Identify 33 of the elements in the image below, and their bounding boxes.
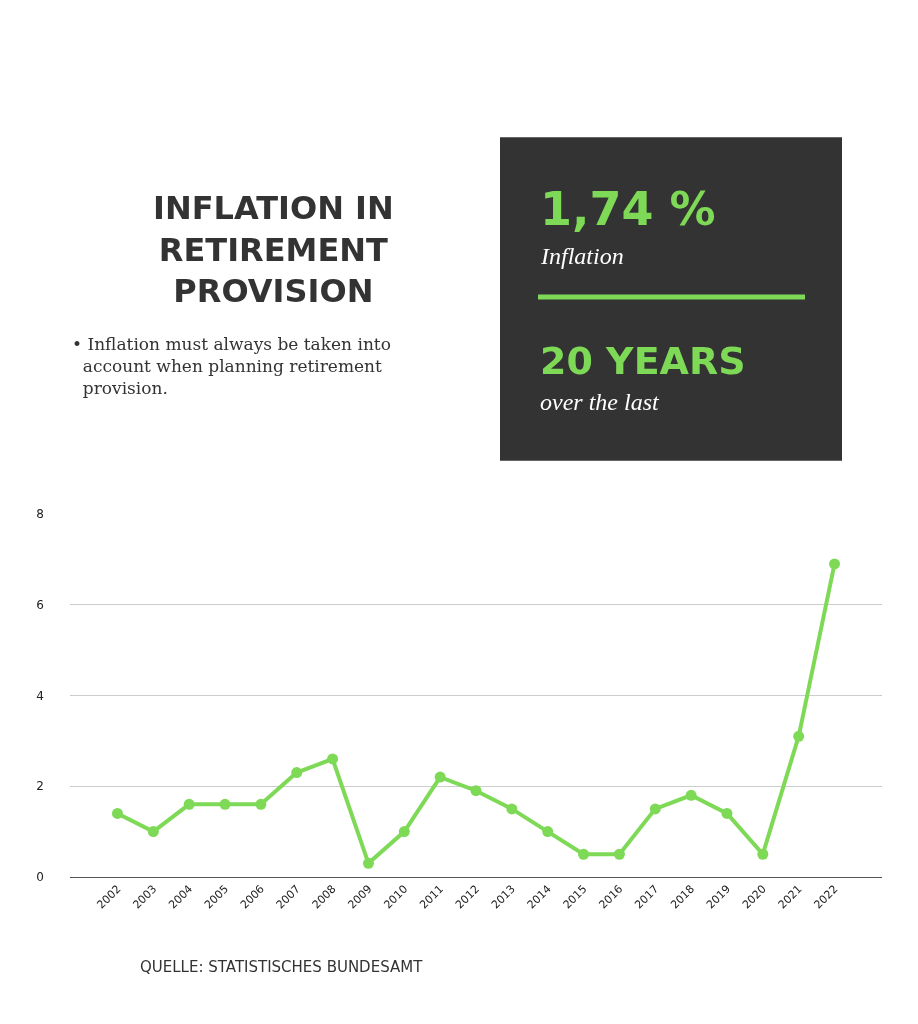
point — [327, 753, 339, 765]
point — [219, 798, 231, 810]
point — [649, 803, 661, 815]
point — [613, 848, 625, 860]
point — [111, 807, 123, 819]
point — [793, 730, 805, 742]
point — [578, 848, 590, 860]
point — [757, 848, 769, 860]
chart-title: INFLATION IN RETIREMENT PROVISION — [153, 189, 394, 311]
point — [685, 789, 697, 801]
text: 20 YEARS — [540, 339, 746, 383]
text: Inflation — [540, 243, 624, 269]
point — [183, 798, 195, 810]
point — [542, 826, 554, 838]
y-tick-label: 8 — [36, 507, 44, 522]
chart-subtitle: • Inflation must always be taken into account when planning retirement provision. — [72, 334, 391, 399]
point — [470, 785, 482, 797]
y-tick-label: 6 — [36, 597, 44, 612]
point — [829, 558, 841, 570]
y-tick-label: 0 — [36, 870, 44, 885]
point — [721, 807, 733, 819]
y-tick-label: 4 — [36, 688, 44, 703]
point — [506, 803, 518, 815]
point — [255, 798, 267, 810]
y-tick-label: 2 — [36, 779, 44, 794]
point — [147, 826, 159, 838]
point — [362, 857, 374, 869]
source-note: QUELLE: STATISTISCHES BUNDESAMT — [140, 958, 424, 976]
text: 1,74 % — [540, 182, 716, 236]
text: over the last — [540, 389, 660, 415]
point — [398, 826, 410, 838]
point — [434, 771, 446, 783]
point — [291, 767, 303, 779]
